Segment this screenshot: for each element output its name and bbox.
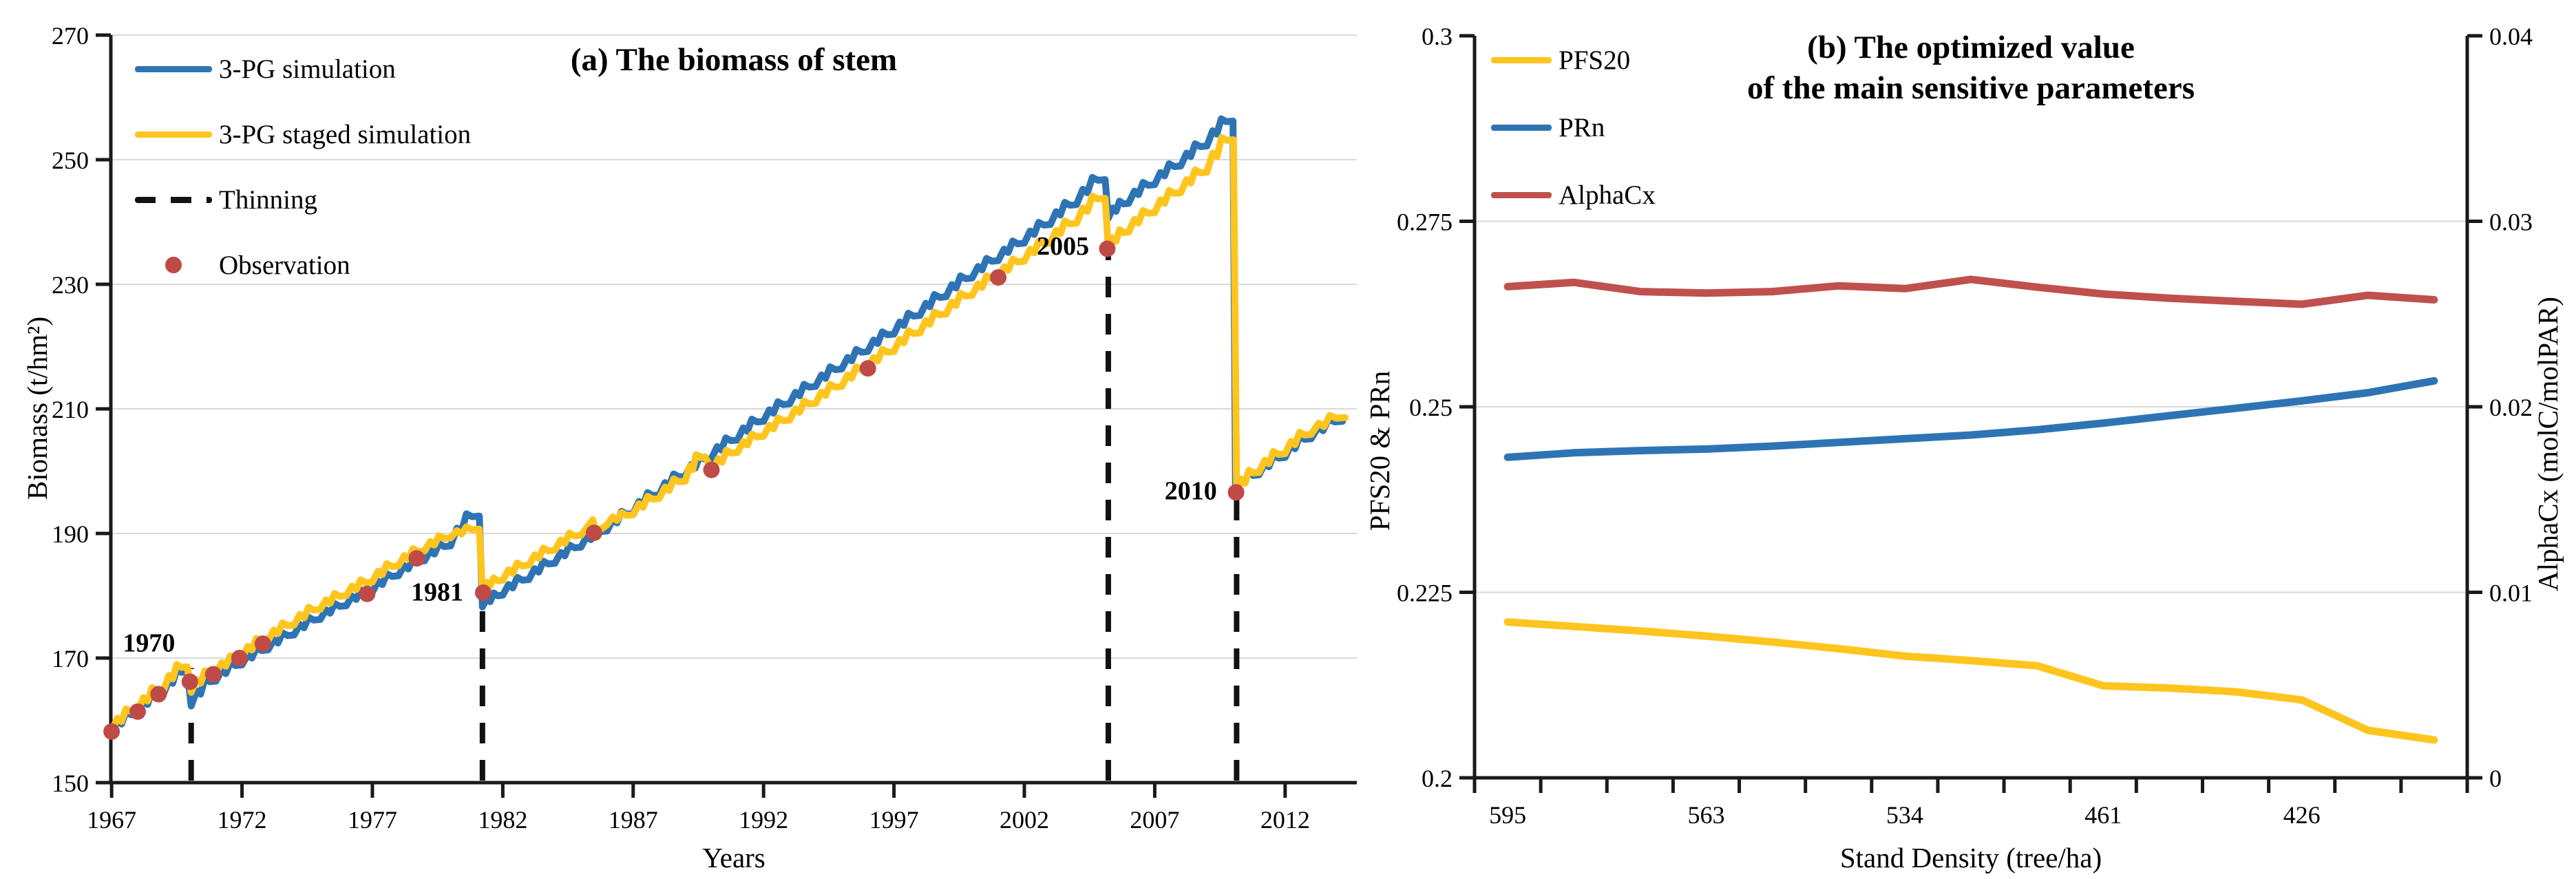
observation-dot bbox=[181, 673, 198, 690]
observation-dot bbox=[990, 269, 1007, 286]
panel-b-title-line2: of the main sensitive parameters bbox=[1746, 70, 2195, 106]
x-tick-label: 461 bbox=[2084, 801, 2122, 829]
left-y-tick-label: 0.275 bbox=[1397, 209, 1453, 236]
observation-dot bbox=[859, 360, 876, 377]
thinning-year-label: 2010 bbox=[1165, 477, 1217, 506]
panel-b-legend: PFS20 PRn AlphaCx bbox=[1491, 43, 1656, 246]
y-tick-label: 230 bbox=[52, 271, 89, 299]
y-tick-label: 150 bbox=[52, 770, 89, 797]
legend-item-label: 3-PG staged simulation bbox=[219, 119, 472, 149]
left-y-tick-label: 0.225 bbox=[1397, 580, 1453, 607]
blue-line-swatch-icon bbox=[1491, 124, 1552, 131]
panel-b-x-axis-label: Stand Density (tree/ha) bbox=[1839, 842, 2102, 873]
observation-dot bbox=[254, 635, 271, 653]
panel-b-title-line1: (b) The optimized value bbox=[1807, 30, 2135, 65]
red-line-swatch-icon bbox=[1491, 191, 1552, 198]
x-tick-label: 1967 bbox=[87, 806, 136, 834]
observation-dot bbox=[1099, 240, 1116, 257]
right-y-tick-label: 0.01 bbox=[2489, 580, 2533, 607]
blue-line-swatch-icon bbox=[135, 65, 212, 72]
legend-item-prn: PRn bbox=[1491, 111, 1656, 144]
series-alphacx-line bbox=[1503, 275, 2438, 308]
series-prn-line bbox=[1503, 377, 2438, 461]
observation-dot bbox=[150, 686, 167, 703]
panel-b-right-y-axis-label: AlphaCx (molC/molPAR) bbox=[2532, 297, 2564, 591]
left-y-tick-label: 0.2 bbox=[1422, 765, 1453, 792]
x-tick-label: 1997 bbox=[869, 806, 919, 834]
legend-item-pfs20: PFS20 bbox=[1491, 43, 1656, 76]
observation-dot bbox=[703, 461, 720, 478]
panel-b-left-y-axis-label: PFS20 & PRn bbox=[1364, 370, 1395, 531]
left-y-tick-label: 0.3 bbox=[1422, 23, 1453, 50]
x-tick-label: 2012 bbox=[1260, 806, 1310, 834]
observation-dot bbox=[204, 666, 222, 683]
observation-dot bbox=[585, 525, 602, 542]
legend-item-label: PRn bbox=[1559, 112, 1605, 142]
left-y-tick-label: 0.25 bbox=[1409, 394, 1453, 421]
thinning-year-label: 1981 bbox=[411, 578, 463, 606]
observation-dot bbox=[129, 703, 147, 720]
y-tick-label: 250 bbox=[52, 147, 89, 174]
series-3-pg-staged-simulation-line bbox=[108, 134, 1349, 734]
y-tick-label: 270 bbox=[52, 22, 89, 50]
legend-item-label: 3-PG simulation bbox=[219, 54, 396, 84]
legend-item-alphacx: AlphaCx bbox=[1491, 178, 1656, 211]
x-tick-label: 563 bbox=[1687, 801, 1724, 829]
observation-dot bbox=[359, 585, 376, 602]
y-tick-label: 210 bbox=[52, 396, 89, 423]
x-tick-label: 1972 bbox=[218, 806, 267, 834]
series-3-pg-simulation-line bbox=[108, 115, 1347, 737]
panel-a-title: (a) The biomass of stem bbox=[570, 42, 898, 78]
x-tick-label: 1982 bbox=[478, 806, 527, 834]
legend-item-label: AlphaCx bbox=[1559, 180, 1656, 210]
observation-dot bbox=[408, 550, 425, 567]
x-tick-label: 426 bbox=[2283, 801, 2321, 829]
x-tick-label: 534 bbox=[1886, 801, 1923, 829]
right-y-tick-label: 0.04 bbox=[2489, 23, 2533, 50]
legend-item-3pg-simulation: 3-PG simulation bbox=[135, 52, 471, 85]
y-tick-label: 170 bbox=[52, 645, 89, 673]
x-tick-label: 1992 bbox=[739, 806, 788, 834]
x-tick-label: 2007 bbox=[1130, 806, 1179, 834]
observation-dot bbox=[103, 723, 120, 740]
x-tick-label: 595 bbox=[1489, 801, 1526, 829]
x-tick-label: 1987 bbox=[609, 806, 658, 834]
right-y-tick-label: 0.03 bbox=[2489, 209, 2533, 236]
dot-swatch-wrap bbox=[135, 257, 212, 273]
series-pfs20-line bbox=[1503, 618, 2438, 744]
thinning-year-label: 2005 bbox=[1037, 232, 1089, 261]
legend-item-label: Thinning bbox=[219, 184, 317, 215]
legend-item-3pg-staged-simulation: 3-PG staged simulation bbox=[135, 118, 471, 151]
red-dot-swatch-icon bbox=[165, 257, 182, 273]
dashed-line-swatch-icon bbox=[135, 196, 212, 203]
right-y-tick-label: 0.02 bbox=[2489, 394, 2533, 421]
legend-item-label: PFS20 bbox=[1559, 45, 1631, 75]
panel-a-legend: 3-PG simulation 3-PG staged simulation T… bbox=[135, 52, 471, 314]
panel-b-title: (b) The optimized value of the main sens… bbox=[1747, 28, 2195, 109]
x-tick-label: 1977 bbox=[348, 806, 397, 834]
right-y-tick-label: 0 bbox=[2489, 765, 2502, 792]
legend-item-observation: Observation bbox=[135, 248, 471, 282]
observation-dot bbox=[231, 650, 248, 666]
y-tick-label: 190 bbox=[52, 520, 89, 548]
x-tick-label: 2002 bbox=[1000, 806, 1049, 834]
panel-a-y-axis-label: Biomass (t/hm²) bbox=[21, 316, 53, 500]
legend-item-thinning: Thinning bbox=[135, 183, 471, 216]
observation-dot bbox=[1227, 484, 1245, 501]
yellow-line-swatch-icon bbox=[135, 131, 212, 138]
panel-a-x-axis-label: Years bbox=[702, 842, 766, 873]
observation-dot bbox=[474, 584, 492, 601]
thinning-year-label: 1970 bbox=[123, 628, 175, 657]
yellow-line-swatch-icon bbox=[1491, 56, 1552, 63]
legend-item-label: Observation bbox=[219, 250, 350, 280]
